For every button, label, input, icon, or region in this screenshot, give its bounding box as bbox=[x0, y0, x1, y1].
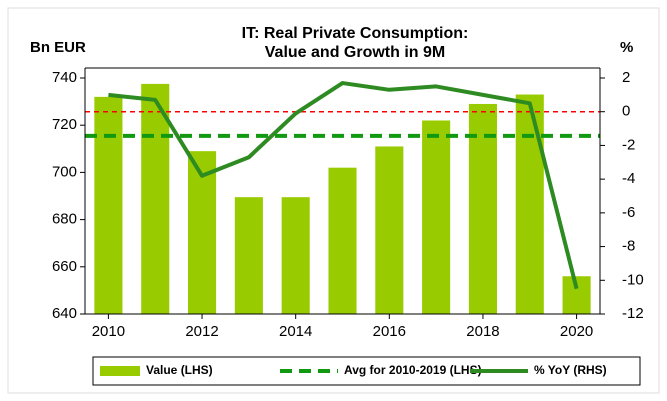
legend-box bbox=[92, 356, 641, 386]
bar bbox=[141, 83, 170, 315]
y-axis-label: Bn EUR bbox=[30, 39, 86, 56]
chart-subtitle: Value and Growth in 9M bbox=[265, 44, 445, 61]
bar bbox=[375, 146, 404, 314]
bar bbox=[468, 103, 497, 315]
chart-title: IT: Real Private Consumption: bbox=[242, 25, 469, 42]
y-tick-label: 720 bbox=[52, 116, 77, 133]
bar bbox=[422, 120, 451, 314]
y2-tick-label: 2 bbox=[622, 69, 630, 86]
x-tick-label: 2016 bbox=[373, 323, 406, 340]
bar bbox=[281, 197, 310, 314]
y2-tick-label: 0 bbox=[622, 103, 630, 120]
legend-label: Avg for 2010-2019 (LHS) bbox=[344, 363, 482, 377]
bar bbox=[328, 167, 357, 314]
legend-label: Value (LHS) bbox=[146, 363, 213, 377]
bar bbox=[188, 151, 217, 314]
yoy-line bbox=[108, 81, 579, 290]
y-tick-label: 700 bbox=[52, 163, 77, 180]
y-tick-label: 640 bbox=[52, 305, 77, 322]
y2-axis-label: % bbox=[620, 39, 633, 56]
y2-tick-label: -4 bbox=[622, 170, 635, 187]
y2-tick-label: -10 bbox=[622, 271, 644, 288]
bar bbox=[515, 94, 544, 315]
bar bbox=[234, 197, 263, 314]
legend-swatch bbox=[100, 366, 140, 376]
x-tick-label: 2010 bbox=[92, 323, 125, 340]
x-tick-label: 2018 bbox=[466, 323, 499, 340]
x-tick-label: 2020 bbox=[560, 323, 593, 340]
x-tick-label: 2012 bbox=[185, 323, 218, 340]
y2-tick-label: -12 bbox=[622, 305, 644, 322]
x-tick-label: 2014 bbox=[279, 323, 312, 340]
y-tick-label: 740 bbox=[52, 69, 77, 86]
y-tick-label: 680 bbox=[52, 211, 77, 228]
legend-label: % YoY (RHS) bbox=[534, 363, 607, 377]
y2-tick-label: -8 bbox=[622, 238, 635, 255]
y2-tick-label: -6 bbox=[622, 204, 635, 221]
y-tick-label: 660 bbox=[52, 258, 77, 275]
y2-tick-label: -2 bbox=[622, 136, 635, 153]
bar bbox=[94, 96, 123, 314]
